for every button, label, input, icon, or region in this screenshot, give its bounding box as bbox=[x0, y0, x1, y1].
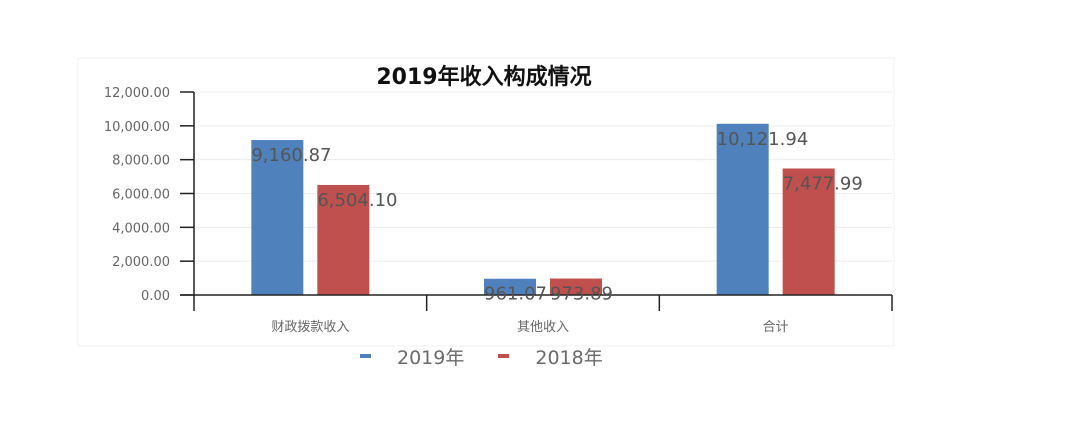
grid-lines bbox=[194, 91, 892, 262]
x-tick-labels: 财政拨款收入 其他收入 合计 bbox=[271, 320, 788, 335]
legend-item-2018: 2018年 bbox=[498, 343, 603, 370]
bar-0-1 bbox=[484, 278, 536, 295]
bars bbox=[251, 123, 835, 296]
legend-swatch-2019 bbox=[360, 354, 371, 358]
bar-1-0 bbox=[317, 184, 370, 295]
legend-label-2018: 2018年 bbox=[535, 346, 603, 369]
x-tick-label: 合计 bbox=[763, 320, 789, 335]
legend-item-2019: 2019年 bbox=[360, 343, 464, 370]
y-tick-label: 4,000.00 bbox=[112, 221, 170, 236]
y-tick-label: 10,000.00 bbox=[104, 120, 170, 135]
y-tick-labels: 0.00 2,000.00 4,000.00 6,000.00 8,000.00 10,0… bbox=[104, 86, 170, 304]
legend-swatch-2018 bbox=[498, 354, 510, 358]
data-label: 7,477.99 bbox=[783, 173, 863, 194]
bar-0-0 bbox=[251, 140, 304, 295]
bar-1-1 bbox=[550, 278, 602, 295]
bar-1-2 bbox=[782, 168, 835, 295]
y-tick-label: 6,000.00 bbox=[112, 188, 170, 203]
data-label: 9,160.87 bbox=[251, 145, 331, 166]
y-tick-label: 8,000.00 bbox=[112, 154, 170, 169]
legend: 2019年 2018年 bbox=[360, 342, 637, 370]
axes bbox=[180, 91, 893, 311]
y-tick-label: 12,000.00 bbox=[104, 86, 170, 101]
x-tick-label: 财政拨款收入 bbox=[271, 320, 349, 335]
y-tick-label: 0.00 bbox=[141, 289, 170, 304]
bar-0-2 bbox=[716, 123, 769, 296]
chart-title: 2019年收入构成情况 bbox=[376, 64, 591, 90]
x-tick-label: 其他收入 bbox=[517, 320, 569, 335]
data-label: 961.07 bbox=[484, 284, 547, 305]
y-tick-label: 2,000.00 bbox=[112, 255, 170, 270]
data-label: 6,504.10 bbox=[317, 190, 397, 211]
data-label: 10,121.94 bbox=[717, 129, 809, 150]
data-labels: 9,160.87 6,504.10 961.07 973.89 10,121.94 7,4… bbox=[251, 129, 862, 305]
legend-label-2019: 2019年 bbox=[397, 346, 465, 369]
data-label: 973.89 bbox=[550, 284, 613, 305]
